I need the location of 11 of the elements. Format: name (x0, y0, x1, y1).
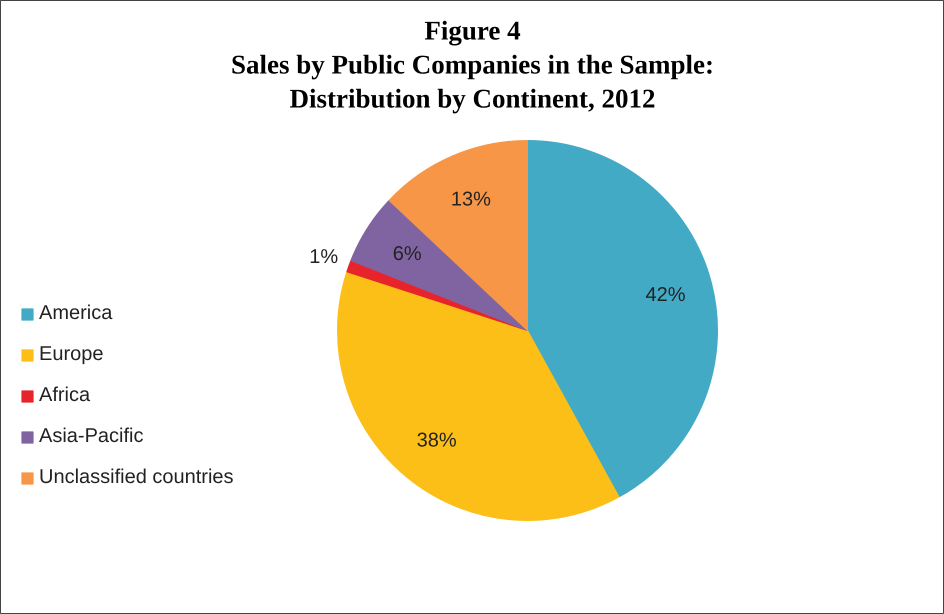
data-label: 6% (392, 243, 422, 266)
data-label: 38% (416, 429, 457, 452)
data-label: 13% (450, 188, 492, 211)
legend-label: Europe (39, 343, 104, 366)
chart-title: Figure 4 Sales by Public Companies in the Sample: Distribution by Continent, 2012 (230, 16, 714, 114)
data-label: 1% (309, 246, 338, 268)
data-label: 42% (646, 284, 686, 306)
legend-label: Asia-Pacific (39, 425, 144, 448)
legend-label: Africa (39, 384, 90, 407)
legend-label: America (39, 302, 112, 325)
legend-label: Unclassified countries (39, 466, 234, 489)
